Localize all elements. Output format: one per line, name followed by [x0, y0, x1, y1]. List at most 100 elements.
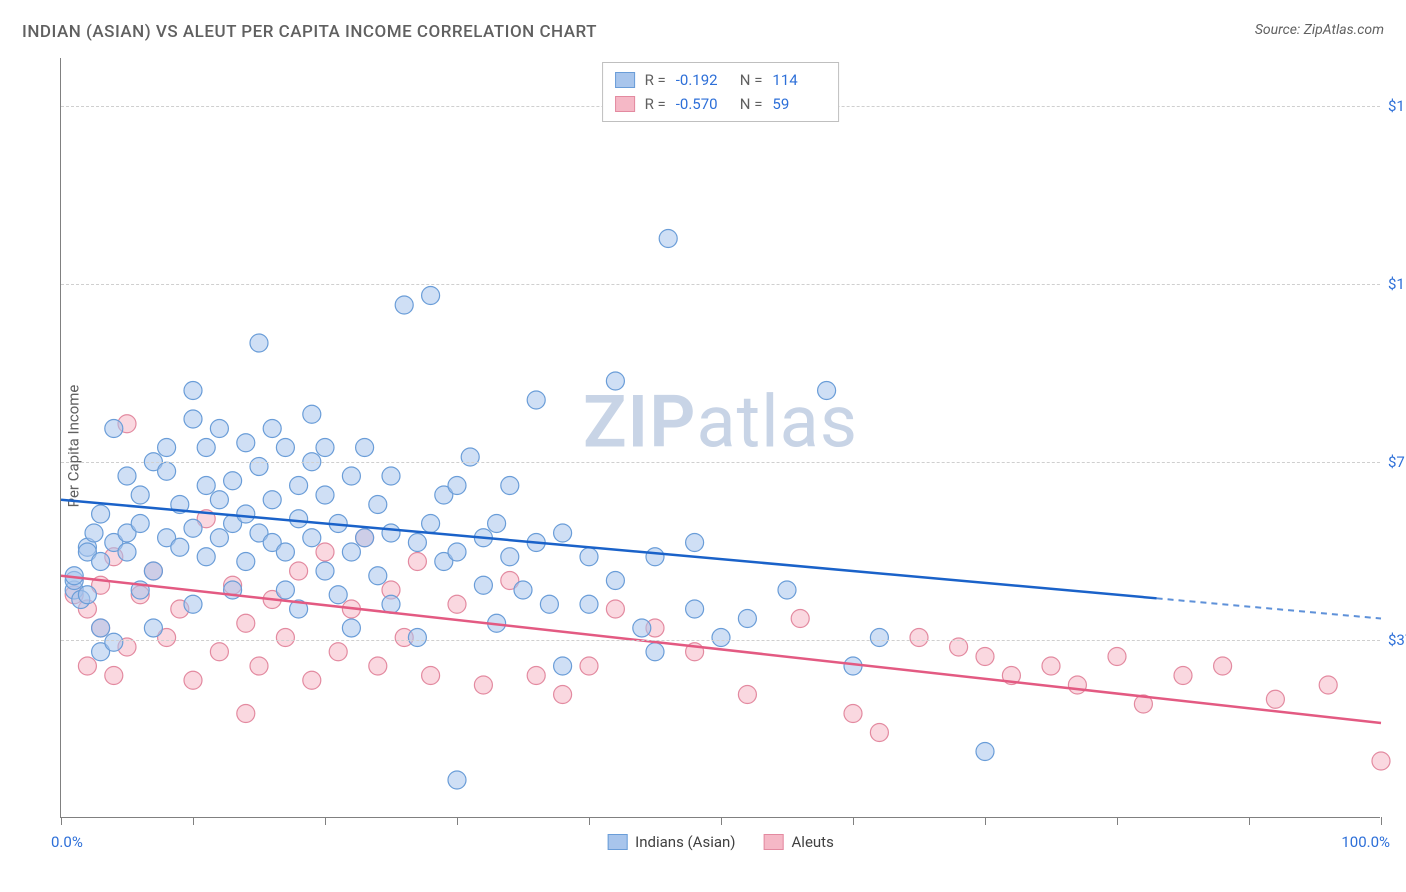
data-point — [844, 705, 862, 723]
data-point — [580, 595, 598, 613]
data-point — [224, 472, 242, 490]
data-point — [356, 439, 374, 457]
data-point — [92, 505, 110, 523]
x-tick — [721, 817, 722, 825]
data-point — [1042, 657, 1060, 675]
source-name: ZipAtlas.com — [1304, 22, 1384, 38]
r-value-aleut: -0.570 — [676, 92, 730, 116]
data-point — [92, 553, 110, 571]
data-point — [646, 548, 664, 566]
data-point — [316, 543, 334, 561]
data-point — [184, 382, 202, 400]
data-point — [237, 705, 255, 723]
source-citation: Source: ZipAtlas.com — [1255, 22, 1384, 38]
swatch-aleut-bottom — [764, 834, 784, 850]
data-point — [606, 372, 624, 390]
data-point — [870, 724, 888, 742]
data-point — [514, 581, 532, 599]
x-tick — [1117, 817, 1118, 825]
data-point — [686, 534, 704, 552]
x-tick-min: 0.0% — [51, 833, 83, 851]
x-tick — [61, 817, 62, 825]
n-value-indian: 114 — [772, 68, 826, 92]
trend-line — [61, 576, 1381, 723]
data-point — [369, 567, 387, 585]
legend-item-indian: Indians (Asian) — [607, 833, 735, 851]
data-point — [329, 586, 347, 604]
data-point — [171, 538, 189, 556]
data-point — [290, 510, 308, 528]
x-tick — [457, 817, 458, 825]
data-point — [448, 543, 466, 561]
data-point — [356, 529, 374, 547]
data-point — [659, 230, 677, 248]
swatch-aleut — [615, 96, 635, 112]
data-point — [158, 439, 176, 457]
data-point — [105, 667, 123, 685]
x-tick-max: 100.0% — [1341, 833, 1390, 851]
data-point — [369, 657, 387, 675]
data-point — [540, 595, 558, 613]
legend-row-aleut: R = -0.570 N = 59 — [615, 92, 827, 116]
data-point — [329, 643, 347, 661]
data-point — [316, 486, 334, 504]
data-point — [118, 467, 136, 485]
x-tick — [985, 817, 986, 825]
data-point — [818, 382, 836, 400]
data-point — [606, 572, 624, 590]
data-point — [92, 619, 110, 637]
x-tick — [589, 817, 590, 825]
data-point — [554, 524, 572, 542]
y-tick-label: $37,500 — [1388, 631, 1406, 649]
data-point — [184, 595, 202, 613]
data-point — [580, 657, 598, 675]
data-point — [197, 548, 215, 566]
data-point — [276, 439, 294, 457]
data-point — [342, 619, 360, 637]
data-point — [580, 548, 598, 566]
y-tick-label: $150,000 — [1388, 97, 1406, 115]
gridline — [61, 462, 1380, 463]
data-point — [422, 515, 440, 533]
data-point — [276, 543, 294, 561]
data-point — [78, 586, 96, 604]
x-tick — [193, 817, 194, 825]
data-point — [712, 629, 730, 647]
data-point — [474, 676, 492, 694]
data-point — [408, 553, 426, 571]
data-point — [1068, 676, 1086, 694]
data-point — [488, 515, 506, 533]
y-tick-label: $112,500 — [1388, 275, 1406, 293]
data-point — [778, 581, 796, 599]
legend-label-indian: Indians (Asian) — [635, 833, 735, 851]
data-point — [633, 619, 651, 637]
n-label: N = — [740, 92, 763, 116]
data-point — [1174, 667, 1192, 685]
gridline — [61, 284, 1380, 285]
data-point — [118, 543, 136, 561]
data-point — [686, 600, 704, 618]
data-point — [290, 562, 308, 580]
data-point — [210, 491, 228, 509]
source-label: Source: — [1255, 22, 1304, 38]
data-point — [184, 519, 202, 537]
data-point — [738, 610, 756, 628]
data-point — [910, 629, 928, 647]
data-point — [791, 610, 809, 628]
x-tick — [1381, 817, 1382, 825]
data-point — [976, 648, 994, 666]
data-point — [501, 477, 519, 495]
data-point — [250, 458, 268, 476]
data-point — [210, 643, 228, 661]
data-point — [197, 439, 215, 457]
data-point — [250, 657, 268, 675]
data-point — [303, 405, 321, 423]
data-point — [144, 562, 162, 580]
data-point — [554, 657, 572, 675]
data-point — [210, 420, 228, 438]
r-value-indian: -0.192 — [676, 68, 730, 92]
data-point — [197, 477, 215, 495]
data-point — [237, 434, 255, 452]
r-label: R = — [645, 68, 666, 92]
data-point — [342, 467, 360, 485]
